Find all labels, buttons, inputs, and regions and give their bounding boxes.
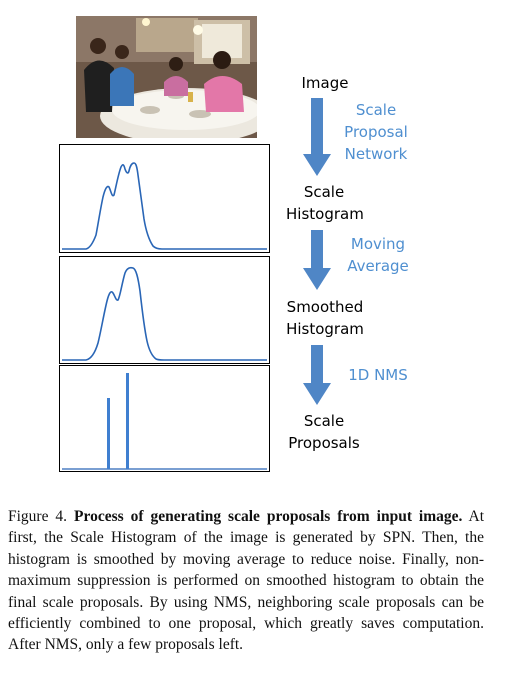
smoothed-histogram-curve [62, 266, 267, 361]
dinner-photo-illustration [76, 16, 257, 138]
step-label-scale-histogram: Scale Histogram [286, 183, 364, 223]
smoothed-histogram-panel [59, 256, 270, 364]
down-arrow-icon [303, 230, 331, 290]
input-image [76, 16, 257, 138]
proposal-bar [126, 373, 129, 469]
scale-proposals-plot [62, 373, 267, 470]
transition-label-nms: 1D NMS [348, 366, 408, 384]
figure-caption: Figure 4. Process of generating scale pr… [8, 506, 484, 656]
step-label-scale-proposals: Scale Proposals [288, 412, 360, 452]
scale-proposals-panel [59, 365, 270, 472]
caption-body: At first, the Scale Histogram of the ima… [8, 508, 485, 654]
scale-histogram-panel [59, 144, 270, 253]
transition-label-moving-average: Moving Average [347, 235, 409, 275]
caption-label: Figure 4. [8, 508, 68, 525]
down-arrow-icon [303, 345, 331, 405]
caption-title: Process of generating scale proposals fr… [74, 508, 463, 525]
step-label-image: Image [301, 74, 349, 92]
transition-label-spn: Scale Proposal Network [344, 101, 408, 163]
step-label-smoothed-histogram: Smoothed Histogram [286, 298, 364, 338]
down-arrow-icon [303, 98, 331, 176]
scale-histogram-curve [62, 162, 267, 250]
proposal-bar [107, 398, 110, 469]
